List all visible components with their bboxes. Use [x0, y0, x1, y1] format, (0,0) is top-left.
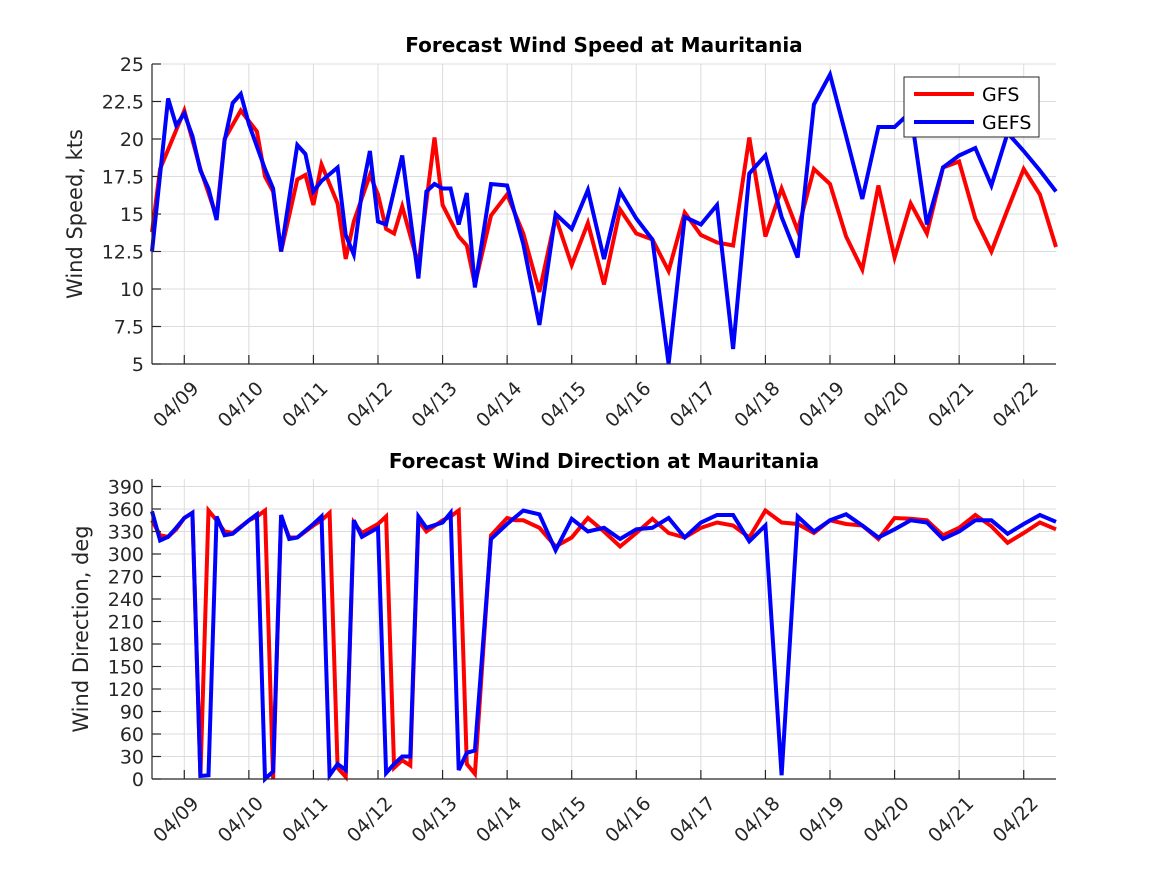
legend-label-gefs: GEFS — [982, 112, 1031, 134]
x-tick-label: 04/17 — [666, 793, 720, 847]
y-tick-label: 180 — [108, 634, 144, 656]
x-tick-label: 04/21 — [924, 793, 978, 847]
y-tick-label: 10 — [120, 279, 144, 301]
x-tick-label: 04/20 — [859, 793, 913, 847]
series-line-gefs — [150, 507, 1057, 784]
y-tick-label: 330 — [108, 522, 144, 544]
x-tick-label: 04/10 — [214, 378, 268, 432]
x-tick-label: 04/19 — [795, 793, 849, 847]
x-tick-label: 04/14 — [472, 378, 526, 432]
y-tick-label: 360 — [108, 499, 144, 521]
x-tick-label: 04/21 — [924, 378, 978, 432]
x-tick-label: 04/09 — [149, 378, 203, 432]
legend: GFS GEFS — [903, 76, 1040, 138]
x-tick-label: 04/13 — [407, 793, 461, 847]
x-tick-label: 04/09 — [149, 793, 203, 847]
x-tick-label: 04/19 — [795, 378, 849, 432]
y-tick-label: 150 — [108, 657, 144, 679]
x-tick-label: 04/17 — [666, 378, 720, 432]
x-tick-label: 04/22 — [989, 378, 1043, 432]
x-tick-label: 04/12 — [343, 793, 397, 847]
y-tick-label: 300 — [108, 544, 144, 566]
y-axis-label: Wind Speed, kts — [63, 129, 87, 299]
y-tick-label: 25 — [120, 54, 144, 76]
chart-title: Forecast Wind Speed at Mauritania — [405, 33, 802, 57]
y-tick-label: 20 — [120, 129, 144, 151]
y-tick-label: 270 — [108, 567, 144, 589]
y-tick-label: 210 — [108, 612, 144, 634]
y-tick-label: 120 — [108, 679, 144, 701]
wind-direction-axes: 04/09 04/10 04/11 04/12 04/13 04/14 04/15 04/16… — [69, 449, 1057, 847]
x-tick-label: 04/18 — [730, 793, 784, 847]
x-tick-label: 04/10 — [214, 793, 268, 847]
x-tick-label: 04/14 — [472, 793, 526, 847]
x-tick-label: 04/13 — [407, 378, 461, 432]
y-tick-label: 17.5 — [102, 167, 144, 189]
y-tick-label: 30 — [120, 747, 144, 769]
y-tick-label: 60 — [120, 724, 144, 746]
series-line-gefs — [150, 69, 1058, 365]
x-tick-label: 04/20 — [859, 378, 913, 432]
legend-label-gfs: GFS — [982, 84, 1019, 106]
y-tick-label: 7.5 — [114, 317, 144, 339]
x-tick-label: 04/18 — [730, 378, 784, 432]
y-tick-label: 90 — [120, 702, 144, 724]
y-axis-label: Wind Direction, deg — [69, 525, 93, 732]
y-tick-label: 5 — [132, 354, 144, 376]
x-tick-label: 04/16 — [601, 378, 655, 432]
x-tick-label: 04/22 — [989, 793, 1043, 847]
wind-speed-axes: 04/09 04/10 04/11 04/12 04/13 04/14 04/15 04/16… — [63, 33, 1058, 432]
x-tick-label: 04/15 — [537, 378, 591, 432]
y-tick-label: 240 — [108, 589, 144, 611]
x-tick-label: 04/11 — [278, 378, 332, 432]
x-tick-label: 04/11 — [278, 793, 332, 847]
x-tick-label: 04/16 — [601, 793, 655, 847]
y-tick-label: 12.5 — [102, 242, 144, 264]
y-tick-label: 0 — [132, 769, 144, 791]
y-tick-label: 390 — [108, 477, 144, 499]
x-tick-label: 04/15 — [537, 793, 591, 847]
chart-title: Forecast Wind Direction at Mauritania — [389, 449, 819, 473]
y-tick-label: 22.5 — [102, 92, 144, 114]
x-tick-label: 04/12 — [343, 378, 397, 432]
legend-box — [903, 76, 1040, 138]
y-tick-label: 15 — [120, 204, 144, 226]
series-line-gfs — [150, 104, 1058, 293]
